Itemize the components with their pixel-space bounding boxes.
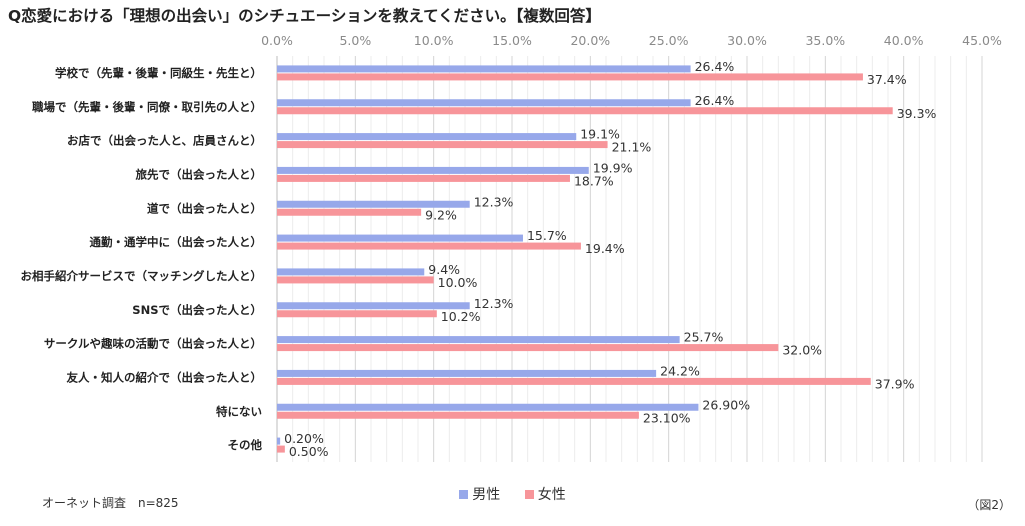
x-tick-label: 10.0% <box>414 33 454 48</box>
bar-female <box>277 411 639 419</box>
bar-female <box>277 377 871 385</box>
bar-female <box>277 174 570 182</box>
legend: 男性 女性 <box>0 484 1025 504</box>
data-label-female: 21.1% <box>612 140 652 155</box>
category-label: 学校で（先輩・後輩・同級生・先生と） <box>55 66 262 80</box>
category-label: 職場で（先輩・後輩・同僚・取引先の人と） <box>32 100 262 114</box>
data-label-male: 9.4% <box>428 262 460 277</box>
bar-male <box>277 166 589 174</box>
x-tick-label: 15.0% <box>492 33 532 48</box>
bar-female <box>277 208 422 216</box>
data-label-female: 39.3% <box>897 106 937 121</box>
data-label-female: 37.4% <box>867 72 907 87</box>
legend-label-female: 女性 <box>537 487 566 503</box>
category-label: お相手紹介サービスで（マッチングした人と） <box>21 269 263 283</box>
bar-male <box>277 200 470 208</box>
x-axis-ticks: 0.0% 5.0% 10.0% 15.0% 20.0% 25.0% 30.0% 35.0% 40… <box>261 33 1002 48</box>
legend-swatch-male <box>459 489 469 499</box>
data-label-male: 25.7% <box>684 330 724 345</box>
data-label-female: 23.10% <box>643 410 691 425</box>
x-tick-label: 25.0% <box>649 33 689 48</box>
data-label-male: 19.9% <box>593 160 633 175</box>
bar-male <box>277 403 699 411</box>
data-label-female: 9.2% <box>425 207 457 222</box>
x-tick-label: 30.0% <box>727 33 767 48</box>
data-label-male: 15.7% <box>527 228 567 243</box>
data-label-male: 12.3% <box>474 296 514 311</box>
bar-female <box>277 445 285 453</box>
data-label-female: 19.4% <box>585 241 625 256</box>
data-label-female: 0.50% <box>289 444 329 459</box>
legend-swatch-female <box>524 489 534 499</box>
bar-female <box>277 276 434 284</box>
category-label: サークルや趣味の活動で（出会った人と） <box>44 337 262 351</box>
data-label-female: 32.0% <box>782 343 822 358</box>
bars <box>277 65 893 453</box>
bar-male <box>277 99 691 107</box>
data-label-male: 24.2% <box>660 363 700 378</box>
bar-male <box>277 65 691 73</box>
data-label-male: 19.1% <box>580 127 620 142</box>
bar-female <box>277 141 608 149</box>
x-tick-label: 5.0% <box>339 33 371 48</box>
bar-male <box>277 302 470 310</box>
legend-item-male: 男性 <box>459 484 500 504</box>
bar-female <box>277 107 893 115</box>
chart-title: Q恋愛における「理想の出会い」のシチュエーションを教えてください。【複数回答】 <box>8 7 601 25</box>
data-label-female: 18.7% <box>574 173 614 188</box>
category-label: 友人・知人の紹介で（出会った人と） <box>67 370 263 384</box>
figure-label: （図2） <box>967 498 1011 512</box>
data-labels: 26.4% 37.4% 26.4% 39.3% 19.1%21.1% 19.9%18.7%… <box>284 59 936 459</box>
x-tick-label: 0.0% <box>261 33 293 48</box>
category-label: 旅先で（出会った人と） <box>136 167 263 181</box>
category-label: SNSで（出会った人と） <box>132 303 262 317</box>
data-label-male: 26.4% <box>695 59 735 74</box>
x-tick-label: 20.0% <box>570 33 610 48</box>
x-tick-label: 40.0% <box>884 33 924 48</box>
bar-male <box>277 437 281 445</box>
bar-chart: 0.0% 5.0% 10.0% 15.0% 20.0% 25.0% 30.0% 35.0% 40… <box>21 33 1002 462</box>
x-tick-label: 45.0% <box>962 33 1002 48</box>
bar-female <box>277 310 437 318</box>
bar-female <box>277 242 581 250</box>
category-label: 道で（出会った人と） <box>147 201 262 215</box>
bar-female <box>277 73 863 81</box>
data-label-male: 12.3% <box>474 194 514 209</box>
data-label-female: 10.2% <box>441 309 481 324</box>
bar-male <box>277 133 577 141</box>
bar-female <box>277 344 779 352</box>
category-label: 特にない <box>216 404 262 418</box>
legend-label-male: 男性 <box>472 487 501 503</box>
data-label-male: 26.4% <box>695 93 735 108</box>
data-label-male: 26.90% <box>702 397 750 412</box>
source-note: オーネット調査 n=825 <box>42 496 179 510</box>
bar-male <box>277 268 425 276</box>
x-tick-label: 35.0% <box>805 33 845 48</box>
category-label: お店で（出会った人と、店員さんと） <box>67 134 262 148</box>
category-label: 通勤・通学中に（出会った人と） <box>90 235 263 249</box>
data-label-female: 37.9% <box>875 376 915 391</box>
legend-item-female: 女性 <box>524 484 566 504</box>
data-label-male: 0.20% <box>284 431 324 446</box>
bar-male <box>277 369 657 377</box>
category-labels: 学校で（先輩・後輩・同級生・先生と） 職場で（先輩・後輩・同僚・取引先の人と） お店… <box>21 66 263 452</box>
gridlines <box>276 56 983 462</box>
data-label-female: 10.0% <box>438 275 478 290</box>
bar-male <box>277 234 523 242</box>
bar-male <box>277 336 680 344</box>
category-label: その他 <box>228 438 263 452</box>
